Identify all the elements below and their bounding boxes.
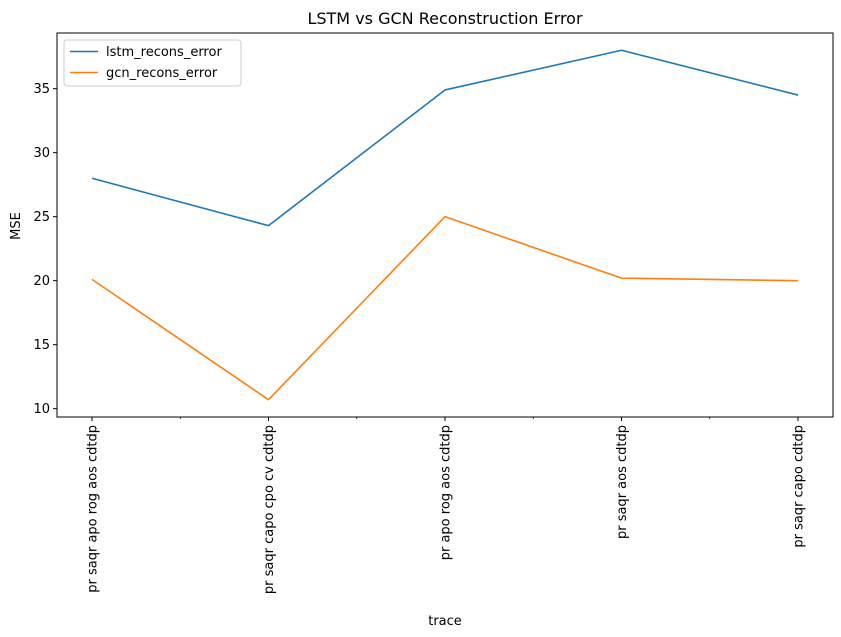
x-axis-label: trace (428, 614, 462, 629)
y-tick-label: 25 (33, 210, 50, 225)
legend: lstm_recons_error gcn_recons_error (63, 39, 242, 87)
legend-label: gcn_recons_error (106, 66, 218, 81)
y-tick-label: 20 (33, 274, 50, 289)
legend-box (63, 39, 242, 87)
x-tick-label: pr saqr apo rog aos cdtdp (86, 425, 101, 593)
y-axis-label: MSE (9, 212, 24, 240)
y-tick-label: 35 (33, 82, 50, 97)
y-tick-label: 10 (33, 402, 50, 417)
x-tick-label: pr saqr capo cpo cv cdtdp (262, 425, 277, 594)
x-tick-label: pr saqr capo cdtdp (792, 425, 807, 548)
y-tick-label: 15 (33, 338, 50, 353)
x-tick-label: pr saqr aos cdtdp (615, 425, 630, 539)
chart-title: LSTM vs GCN Reconstruction Error (307, 9, 583, 28)
plot-area: 10 15 20 25 30 35 pr saqr apo rog aos cdtdp pr … (33, 32, 834, 594)
x-tick-label: pr apo rog aos cdtdp (439, 425, 454, 560)
series-line-lstm_recons_error (91, 49, 799, 227)
y-tick-label: 30 (33, 146, 50, 161)
legend-label: lstm_recons_error (106, 45, 222, 60)
series-line-gcn_recons_error (91, 215, 799, 401)
